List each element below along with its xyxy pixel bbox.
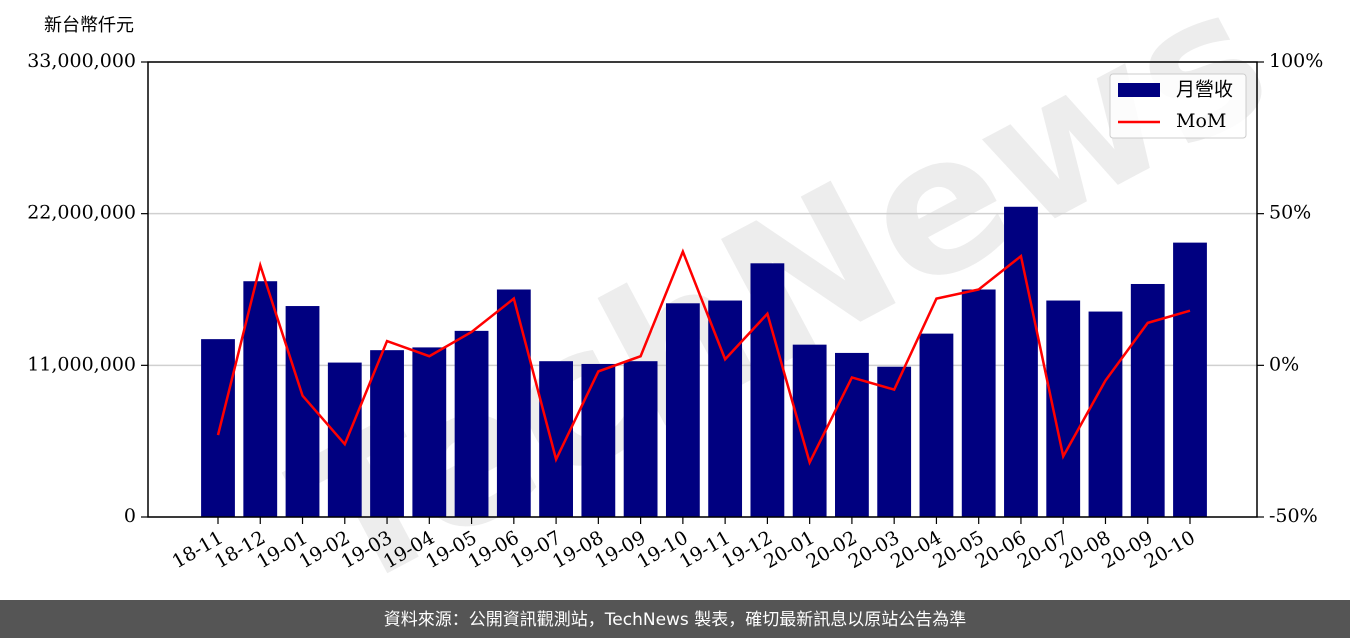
bar xyxy=(623,361,658,517)
y-tick-label: 11,000,000 xyxy=(27,353,136,375)
bar xyxy=(750,263,785,517)
bar xyxy=(877,366,912,517)
footer-text: 資料來源：公開資訊觀測站，TechNews 製表，確切最新訊息以原站公告為準 xyxy=(384,610,966,630)
bar xyxy=(1004,206,1038,518)
bar xyxy=(581,363,616,517)
bar xyxy=(708,300,743,517)
plot-frame xyxy=(147,61,1258,518)
bar xyxy=(1173,242,1207,517)
bar xyxy=(1046,300,1081,517)
y2-tick-label: 50% xyxy=(1269,202,1311,224)
bar xyxy=(327,362,362,517)
legend-label: 月營收 xyxy=(1176,79,1233,101)
footer-bar xyxy=(0,600,1350,638)
bar xyxy=(961,289,996,517)
bar xyxy=(792,344,827,517)
bar xyxy=(243,281,278,517)
bar xyxy=(919,333,954,517)
legend-label: MoM xyxy=(1176,110,1226,132)
y2-tick-label: 0% xyxy=(1269,353,1299,375)
y2-tick-label: -50% xyxy=(1269,505,1318,527)
y-tick-label: 33,000,000 xyxy=(27,50,136,72)
bar xyxy=(665,303,700,517)
bar xyxy=(201,339,235,517)
y-tick-label: 22,000,000 xyxy=(27,202,136,224)
bar xyxy=(370,350,404,517)
bar xyxy=(285,306,320,517)
mom-line xyxy=(216,248,1191,466)
y-tick-label: 0 xyxy=(124,505,136,527)
y-axis-label: 新台幣仟元 xyxy=(44,15,134,36)
bar xyxy=(1088,311,1123,517)
bar xyxy=(496,289,531,517)
bar xyxy=(539,361,573,517)
y2-tick-label: 100% xyxy=(1269,50,1323,72)
bar xyxy=(412,347,447,517)
bar xyxy=(454,330,489,517)
legend-swatch xyxy=(1118,83,1160,97)
